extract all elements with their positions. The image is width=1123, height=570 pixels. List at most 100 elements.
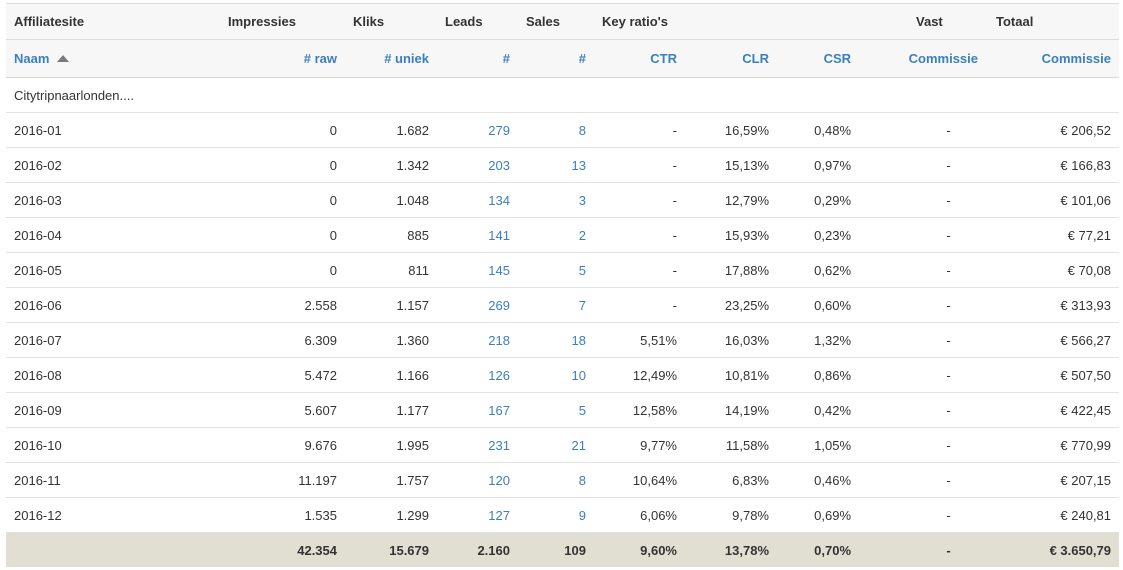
cell-naam: 2016-09 [6,392,220,428]
cell-ctr: 6,06% [594,497,685,533]
total-clr: 13,78% [685,532,777,567]
cell-sales-link[interactable]: 21 [518,427,594,463]
cell-uniek: 1.157 [345,287,437,323]
cell-ctr: 5,51% [594,322,685,358]
cell-naam: 2016-01 [6,112,220,148]
total-raw: 42.354 [220,532,345,567]
column-uniek[interactable]: # uniek [345,39,437,78]
sort-ascending-icon[interactable] [57,55,70,62]
cell-sales-link[interactable]: 7 [518,287,594,323]
column-vast-commissie[interactable]: Commissie [859,39,987,78]
cell-uniek: 1.360 [345,322,437,358]
cell-leads-link[interactable]: 279 [437,112,518,148]
table-row: 2016-02 0 1.342 203 13-15,13% 0,97% - € 166,83 [6,147,1120,183]
cell-csr: 0,42% [777,392,860,428]
table-row: 2016-07 6.309 1.360 218 18 5,51% 16,03% 1,32% - €… [6,322,1120,358]
cell-csr: 0,23% [777,217,860,253]
cell-leads-link[interactable]: 218 [437,322,518,358]
site-row: Citytripnaarlonden.... [6,77,1120,113]
cell-totaal: € 566,27 [986,322,1120,358]
cell-leads-link[interactable]: 134 [437,182,518,218]
cell-totaal: € 422,45 [986,392,1120,428]
group-sales: Sales [518,3,594,40]
cell-uniek: 1.342 [345,147,437,183]
cell-totaal: € 240,81 [986,497,1120,533]
cell-leads-link[interactable]: 203 [437,147,518,183]
cell-naam: 2016-03 [6,182,220,218]
cell-raw: 6.309 [220,322,345,358]
cell-csr: 0,69% [777,497,860,533]
cell-csr: 0,86% [777,357,860,393]
cell-leads-link[interactable]: 269 [437,287,518,323]
cell-clr: 16,03% [685,322,777,358]
table-row: 2016-06 2.558 1.157 269 7-23,25% 0,60% - € 313,… [6,287,1120,323]
cell-clr: 9,78% [685,497,777,533]
cell-naam: 2016-04 [6,217,220,253]
column-raw[interactable]: # raw [220,39,345,78]
cell-vast: - [859,427,987,463]
cell-naam: 2016-10 [6,427,220,463]
cell-totaal: € 101,06 [986,182,1120,218]
cell-ctr: - [594,182,685,218]
cell-sales-link[interactable]: 5 [518,392,594,428]
totals-row: 42.354 15.679 2.160 109 9,60% 13,78% 0,7… [6,532,1120,567]
cell-sales-link[interactable]: 8 [518,462,594,498]
cell-uniek: 811 [345,252,437,288]
column-ctr[interactable]: CTR [594,39,685,78]
site-name[interactable]: Citytripnaarlonden.... [6,77,1120,113]
cell-uniek: 1.048 [345,182,437,218]
table-row: 2016-05 0 811 145 5-17,88% 0,62% - € 70,08 [6,252,1120,288]
cell-vast: - [859,147,987,183]
total-naam [6,532,220,567]
cell-leads-link[interactable]: 145 [437,252,518,288]
cell-raw: 0 [220,112,345,148]
column-clr[interactable]: CLR [685,39,777,78]
column-sales-count[interactable]: # [518,39,594,78]
cell-clr: 15,13% [685,147,777,183]
cell-totaal: € 313,93 [986,287,1120,323]
cell-leads-link[interactable]: 231 [437,427,518,463]
cell-leads-link[interactable]: 141 [437,217,518,253]
column-leads-count[interactable]: # [437,39,518,78]
cell-leads-link[interactable]: 120 [437,462,518,498]
cell-leads-link[interactable]: 127 [437,497,518,533]
affiliate-report: Affiliatesite Impressies Kliks Leads Sal… [6,3,1120,567]
cell-naam: 2016-06 [6,287,220,323]
cell-csr: 0,97% [777,147,860,183]
cell-sales-link[interactable]: 3 [518,182,594,218]
cell-vast: - [859,217,987,253]
group-key-ratios: Key ratio's [594,3,860,40]
cell-sales-link[interactable]: 10 [518,357,594,393]
cell-csr: 1,32% [777,322,860,358]
cell-sales-link[interactable]: 8 [518,112,594,148]
cell-leads-link[interactable]: 126 [437,357,518,393]
cell-raw: 5.472 [220,357,345,393]
cell-totaal: € 507,50 [986,357,1120,393]
column-totaal-commissie[interactable]: Commissie [986,39,1120,78]
column-csr[interactable]: CSR [777,39,860,78]
table-row: 2016-10 9.676 1.995 231 21 9,77% 11,58% 1,05% - €… [6,427,1120,463]
table-row: 2016-08 5.472 1.166 126 10 12,49% 10,81% 0,86% -… [6,357,1120,393]
cell-sales-link[interactable]: 18 [518,322,594,358]
cell-sales-link[interactable]: 13 [518,147,594,183]
table-row: 2016-09 5.607 1.177 167 5 12,58% 14,19% 0,42% - €… [6,392,1120,428]
cell-sales-link[interactable]: 9 [518,497,594,533]
table-row: 2016-04 0 885 141 2-15,93% 0,23% - € 77,21 [6,217,1120,253]
cell-raw: 9.676 [220,427,345,463]
cell-sales-link[interactable]: 5 [518,252,594,288]
cell-clr: 12,79% [685,182,777,218]
cell-csr: 0,48% [777,112,860,148]
cell-ctr: - [594,112,685,148]
cell-ctr: 12,58% [594,392,685,428]
cell-vast: - [859,392,987,428]
total-vast: - [859,532,987,567]
cell-csr: 0,46% [777,462,860,498]
cell-sales-link[interactable]: 2 [518,217,594,253]
column-naam-sort[interactable]: Naam [6,39,220,78]
cell-totaal: € 70,08 [986,252,1120,288]
cell-clr: 11,58% [685,427,777,463]
total-leads: 2.160 [437,532,518,567]
cell-leads-link[interactable]: 167 [437,392,518,428]
table-row: 2016-01 0 1.682 279 8-16,59% 0,48% - € 206,52 [6,112,1120,148]
report-body: Citytripnaarlonden.... 2016-01 0 1.682 279 8… [6,77,1120,533]
